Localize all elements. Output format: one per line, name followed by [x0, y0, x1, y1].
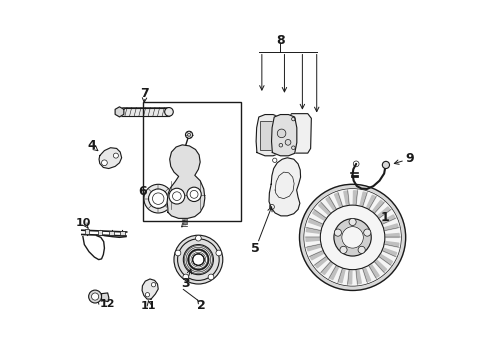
Polygon shape: [188, 249, 208, 270]
Polygon shape: [384, 242, 399, 247]
Polygon shape: [99, 148, 122, 168]
Polygon shape: [382, 248, 396, 256]
Polygon shape: [313, 210, 326, 221]
Circle shape: [169, 188, 185, 204]
Polygon shape: [329, 265, 339, 280]
Circle shape: [277, 129, 286, 138]
Polygon shape: [374, 260, 387, 272]
Circle shape: [146, 293, 149, 297]
Text: 7: 7: [140, 87, 149, 100]
Circle shape: [382, 161, 390, 168]
Polygon shape: [353, 191, 358, 205]
Polygon shape: [379, 254, 392, 265]
Polygon shape: [338, 268, 345, 283]
Bar: [98, 230, 102, 234]
Polygon shape: [271, 114, 297, 156]
Polygon shape: [344, 191, 349, 206]
Polygon shape: [384, 224, 398, 231]
Polygon shape: [256, 114, 281, 156]
Circle shape: [165, 108, 173, 116]
Circle shape: [144, 184, 172, 213]
Bar: [260, 121, 278, 150]
Text: 11: 11: [141, 301, 157, 311]
Circle shape: [183, 274, 189, 280]
Circle shape: [148, 189, 168, 208]
Polygon shape: [363, 267, 370, 282]
Circle shape: [216, 250, 221, 256]
Circle shape: [113, 153, 119, 158]
Text: 12: 12: [100, 299, 115, 309]
Polygon shape: [309, 219, 323, 227]
Bar: [109, 231, 114, 235]
Polygon shape: [356, 269, 361, 284]
Circle shape: [358, 246, 365, 253]
Circle shape: [151, 283, 156, 287]
Polygon shape: [348, 270, 352, 284]
Polygon shape: [377, 207, 391, 219]
Circle shape: [196, 235, 201, 241]
Text: 9: 9: [405, 152, 414, 165]
Polygon shape: [360, 192, 367, 207]
Circle shape: [167, 189, 191, 214]
Circle shape: [175, 250, 181, 256]
Polygon shape: [318, 203, 331, 215]
Circle shape: [340, 246, 347, 253]
Circle shape: [334, 229, 342, 236]
Polygon shape: [367, 195, 376, 210]
Polygon shape: [315, 256, 328, 268]
Text: 3: 3: [181, 277, 190, 290]
Polygon shape: [174, 235, 223, 284]
Polygon shape: [142, 279, 158, 299]
Polygon shape: [320, 205, 385, 270]
Text: 1: 1: [381, 211, 389, 224]
Bar: [143, 102, 241, 221]
Polygon shape: [381, 215, 395, 224]
Polygon shape: [101, 293, 109, 302]
Circle shape: [285, 139, 291, 145]
Text: 6: 6: [139, 185, 147, 198]
Text: 4: 4: [88, 139, 97, 152]
Text: 10: 10: [76, 218, 91, 228]
Text: 2: 2: [197, 299, 206, 312]
Circle shape: [208, 274, 214, 280]
Polygon shape: [286, 114, 311, 153]
Polygon shape: [167, 145, 205, 219]
Circle shape: [92, 293, 98, 300]
Text: 5: 5: [251, 242, 260, 255]
Circle shape: [349, 219, 356, 225]
Bar: [120, 231, 124, 235]
Circle shape: [186, 131, 193, 138]
Polygon shape: [299, 184, 406, 291]
Polygon shape: [304, 189, 401, 286]
Bar: [85, 229, 89, 234]
Polygon shape: [372, 200, 384, 213]
Circle shape: [101, 160, 107, 166]
Polygon shape: [306, 237, 320, 241]
Polygon shape: [342, 226, 364, 248]
Polygon shape: [335, 193, 343, 208]
Circle shape: [89, 290, 101, 303]
Polygon shape: [307, 244, 322, 251]
Polygon shape: [269, 158, 300, 216]
Polygon shape: [368, 264, 379, 278]
Polygon shape: [326, 197, 337, 211]
Polygon shape: [321, 261, 333, 275]
Polygon shape: [120, 108, 169, 116]
Circle shape: [171, 194, 187, 210]
Polygon shape: [334, 219, 371, 256]
Polygon shape: [310, 251, 324, 260]
Text: 8: 8: [276, 33, 285, 47]
Polygon shape: [385, 234, 399, 237]
Polygon shape: [115, 107, 124, 117]
Polygon shape: [306, 228, 321, 233]
Circle shape: [364, 229, 371, 236]
Circle shape: [187, 187, 201, 202]
